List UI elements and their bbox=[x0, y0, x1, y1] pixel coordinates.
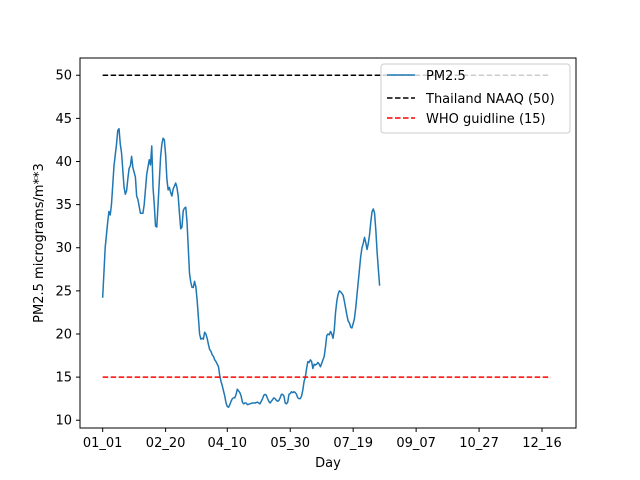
x-tick-label-05_30: 05_30 bbox=[270, 436, 310, 451]
x-tick-label-01_01: 01_01 bbox=[83, 436, 123, 451]
legend-box bbox=[380, 63, 571, 134]
legend: PM2.5 Thailand NAAQ (50) WHO guidline (1… bbox=[380, 63, 571, 134]
y-tick-label-35: 35 bbox=[55, 198, 72, 213]
legend-label-pm25: PM2.5 bbox=[426, 69, 466, 84]
x-tick-label-12_16: 12_16 bbox=[522, 436, 562, 451]
y-tick-label-25: 25 bbox=[55, 284, 72, 299]
x-tick-label-02_20: 02_20 bbox=[146, 436, 186, 451]
y-tick-label-50: 50 bbox=[55, 69, 72, 84]
series-line-pm2-5 bbox=[101, 127, 381, 409]
x-axis-label: Day bbox=[315, 456, 341, 471]
legend-label-who-guideline: WHO guidline (15) bbox=[426, 112, 546, 127]
y-tick-label-15: 15 bbox=[55, 371, 72, 386]
y-tick-label-10: 10 bbox=[55, 414, 72, 429]
x-tick-label-07_19: 07_19 bbox=[333, 436, 373, 451]
y-axis-label: PM2.5 micrograms/m**3 bbox=[32, 163, 47, 323]
x-tick-label-04_10: 04_10 bbox=[207, 436, 247, 451]
y-axis: 10 15 20 25 30 35 40 45 50 bbox=[55, 69, 80, 429]
y-tick-label-40: 40 bbox=[55, 155, 72, 170]
y-tick-label-45: 45 bbox=[55, 112, 72, 127]
x-tick-label-10_27: 10_27 bbox=[459, 436, 499, 451]
y-tick-label-20: 20 bbox=[55, 327, 72, 342]
plot-frame bbox=[79, 57, 577, 429]
legend-label-thailand-naaq: Thailand NAAQ (50) bbox=[425, 92, 555, 107]
y-tick-label-30: 30 bbox=[55, 241, 72, 256]
x-axis: 01_01 02_20 04_10 05_30 07_19 09_07 10_27 12_16 bbox=[83, 428, 562, 451]
x-tick-label-09_07: 09_07 bbox=[396, 436, 436, 451]
